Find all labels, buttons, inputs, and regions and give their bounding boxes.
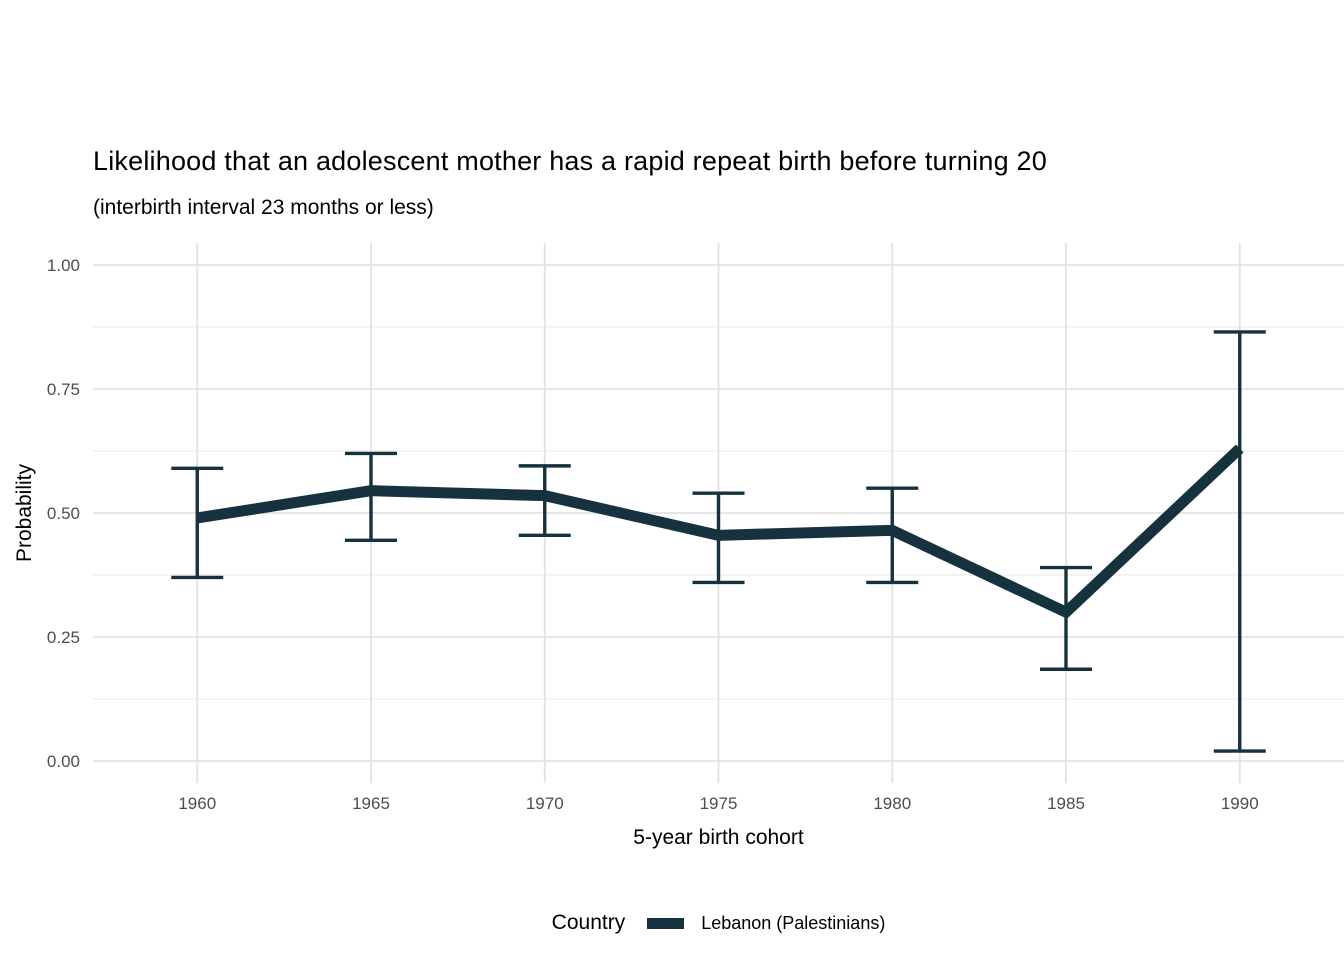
y-tick-label: 1.00 <box>46 256 80 275</box>
x-tick-label: 1990 <box>1220 794 1259 813</box>
chart-title: Likelihood that an adolescent mother has… <box>93 146 1047 176</box>
y-tick-label: 0.25 <box>46 628 80 647</box>
x-tick-label: 1985 <box>1047 794 1085 813</box>
x-tick-label: 1970 <box>525 794 564 813</box>
x-tick-label: 1965 <box>352 794 390 813</box>
series-line <box>196 444 1244 619</box>
x-tick-label: 1975 <box>699 794 738 813</box>
legend-series-label: Lebanon (Palestinians) <box>701 912 886 933</box>
legend-line-swatch <box>647 917 685 929</box>
y-tick-label: 0.00 <box>46 752 80 771</box>
legend: Country Lebanon (Palestinians) <box>93 903 1344 943</box>
legend-title: Country <box>551 911 626 934</box>
x-tick-label: 1960 <box>178 794 217 813</box>
y-tick-label: 0.75 <box>46 380 80 399</box>
x-tick-label: 1980 <box>873 794 912 813</box>
chart-subtitle: (interbirth interval 23 months or less) <box>93 196 434 219</box>
x-axis-title: 5-year birth cohort <box>633 826 804 849</box>
y-tick-label: 0.50 <box>46 504 80 523</box>
